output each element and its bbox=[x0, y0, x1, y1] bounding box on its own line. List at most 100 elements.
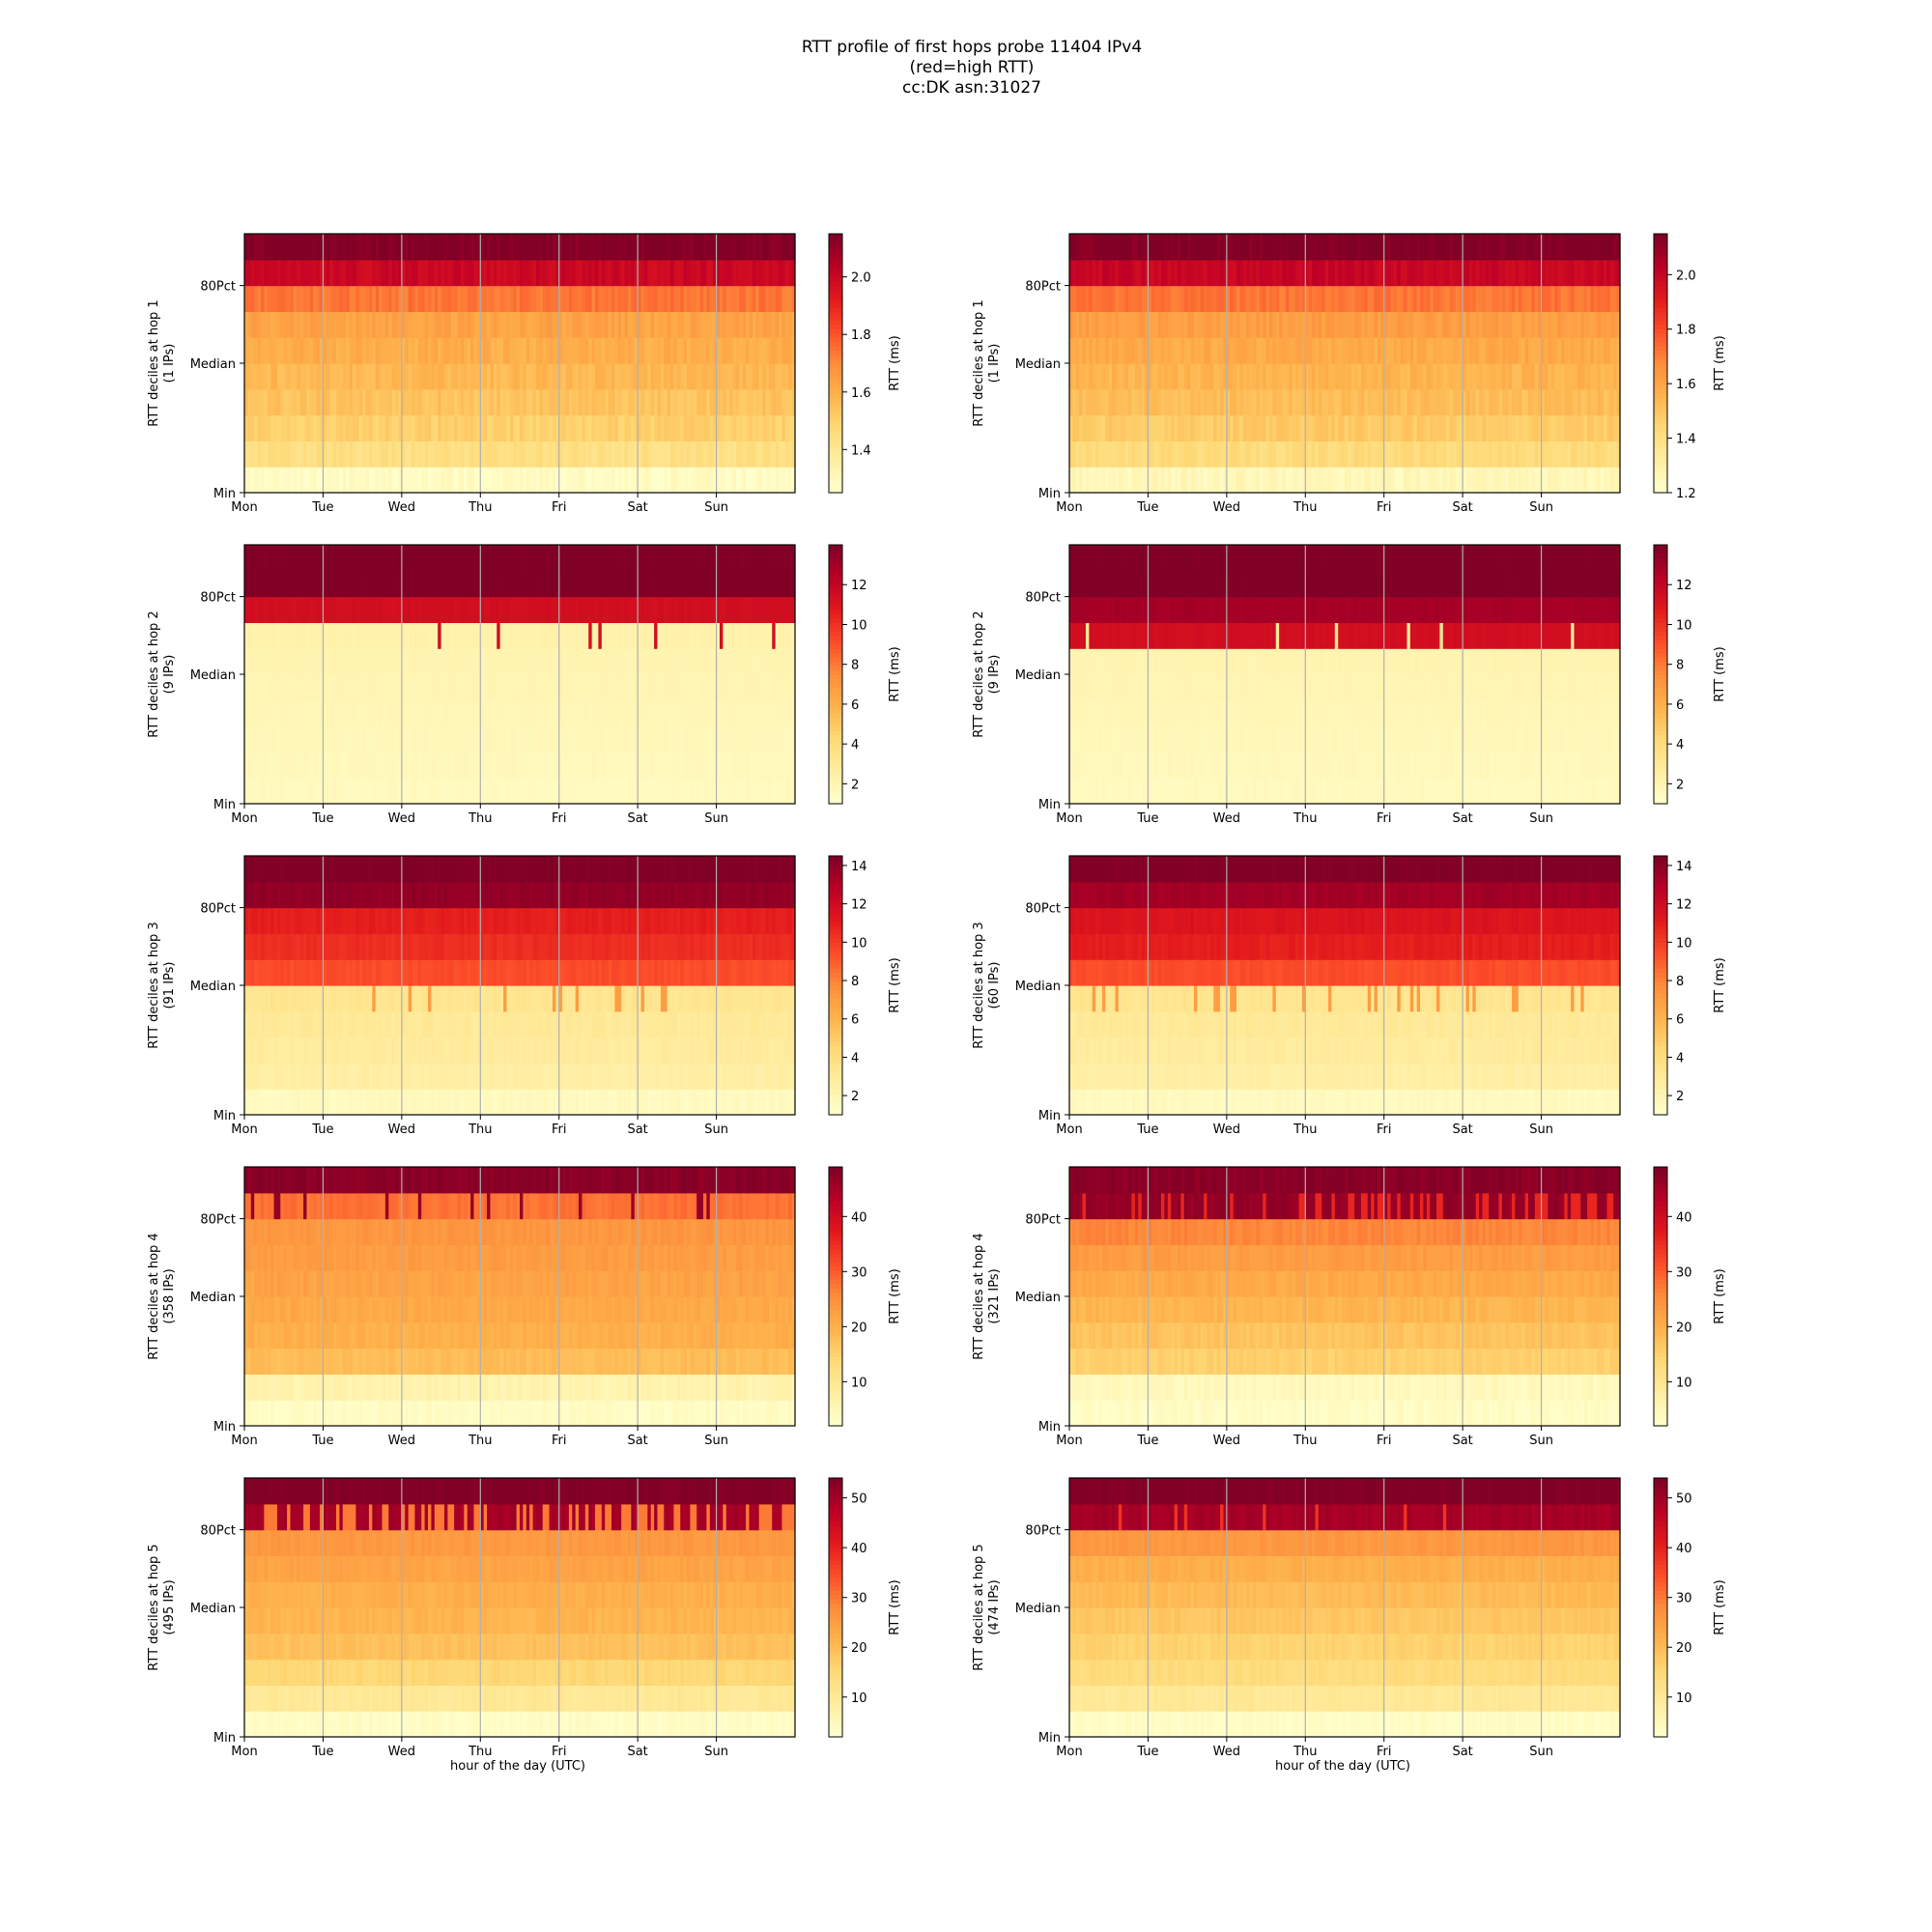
heatmap-cell bbox=[1409, 363, 1414, 390]
heatmap-cell bbox=[584, 234, 589, 261]
heatmap-cell bbox=[1338, 388, 1343, 416]
heatmap-cell bbox=[723, 467, 727, 494]
heatmap-cell bbox=[758, 259, 763, 287]
heatmap-cell bbox=[493, 259, 497, 287]
heatmap-cell bbox=[532, 440, 537, 468]
colorbar-tick-label: 1.6 bbox=[1676, 378, 1696, 392]
heatmap-cell bbox=[1338, 311, 1343, 338]
heatmap-cell bbox=[1334, 259, 1339, 287]
heatmap-cell bbox=[643, 363, 648, 390]
colorbar-segment bbox=[1654, 444, 1667, 450]
heatmap-cell bbox=[438, 388, 442, 416]
heatmap-cell bbox=[1161, 259, 1165, 287]
heatmap-cell bbox=[264, 414, 269, 441]
heatmap-cell bbox=[320, 311, 325, 338]
heatmap-cell bbox=[1069, 311, 1073, 338]
heatmap-cell bbox=[464, 311, 469, 338]
heatmap-cell bbox=[1459, 467, 1463, 494]
heatmap-cell bbox=[414, 337, 419, 364]
heatmap-cell bbox=[703, 337, 707, 364]
colorbar-segment bbox=[829, 328, 842, 334]
heatmap-cell bbox=[562, 467, 567, 494]
heatmap-cell bbox=[1164, 259, 1169, 287]
heatmap-cell bbox=[1324, 337, 1329, 364]
heatmap-cell bbox=[1318, 285, 1322, 312]
heatmap-cell bbox=[1154, 259, 1159, 287]
heatmap-cell bbox=[346, 285, 351, 312]
heatmap-cell bbox=[457, 234, 462, 261]
heatmap-cell bbox=[326, 234, 330, 261]
heatmap-cell bbox=[1246, 467, 1251, 494]
heatmap-cell bbox=[572, 234, 577, 261]
heatmap-cell bbox=[640, 388, 645, 416]
heatmap-cell bbox=[1207, 363, 1211, 390]
heatmap-cell bbox=[523, 311, 527, 338]
colorbar-label: RTT (ms) bbox=[888, 335, 902, 390]
heatmap-cell bbox=[1157, 440, 1162, 468]
heatmap-cell bbox=[1112, 363, 1117, 390]
heatmap-cell bbox=[264, 311, 269, 338]
heatmap-cell bbox=[1318, 259, 1322, 287]
heatmap-cell bbox=[723, 234, 727, 261]
heatmap-cell bbox=[460, 234, 465, 261]
heatmap-cell bbox=[405, 259, 410, 287]
heatmap-cell bbox=[706, 285, 711, 312]
heatmap-cell bbox=[1442, 311, 1447, 338]
heatmap-cell bbox=[316, 363, 321, 390]
heatmap-cell bbox=[1328, 337, 1333, 364]
heatmap-cell bbox=[1433, 285, 1437, 312]
heatmap-cell bbox=[791, 234, 796, 261]
heatmap-cell bbox=[1200, 440, 1205, 468]
heatmap-cell bbox=[605, 259, 610, 287]
heatmap-cell bbox=[1463, 259, 1467, 287]
heatmap-cell bbox=[1105, 440, 1110, 468]
heatmap-cell bbox=[460, 388, 465, 416]
heatmap-cell bbox=[398, 259, 403, 287]
heatmap-cell bbox=[752, 388, 756, 416]
heatmap-cell bbox=[1226, 414, 1231, 441]
heatmap-cell bbox=[591, 388, 596, 416]
heatmap-cell bbox=[408, 414, 412, 441]
heatmap-cell bbox=[417, 285, 422, 312]
heatmap-cell bbox=[1154, 414, 1159, 441]
heatmap-cell bbox=[749, 388, 753, 416]
heatmap-cell bbox=[454, 311, 459, 338]
heatmap-cell bbox=[1459, 363, 1463, 390]
heatmap-cell bbox=[552, 337, 556, 364]
heatmap-cell bbox=[355, 311, 360, 338]
heatmap-cell bbox=[483, 285, 488, 312]
heatmap-cell bbox=[719, 440, 724, 468]
heatmap-cell bbox=[1157, 337, 1162, 364]
heatmap-cell bbox=[1285, 234, 1290, 261]
heatmap-cell bbox=[1236, 311, 1241, 338]
heatmap-cell bbox=[382, 311, 386, 338]
heatmap-cell bbox=[306, 440, 311, 468]
heatmap-cell bbox=[470, 311, 475, 338]
heatmap-cell bbox=[287, 259, 292, 287]
heatmap-cell bbox=[588, 285, 593, 312]
heatmap-cell bbox=[480, 467, 485, 494]
heatmap-cell bbox=[1318, 467, 1322, 494]
heatmap-cell bbox=[621, 363, 626, 390]
heatmap-cell bbox=[447, 440, 452, 468]
heatmap-cell bbox=[1242, 234, 1247, 261]
heatmap-cell bbox=[687, 311, 692, 338]
heatmap-cell bbox=[781, 388, 786, 416]
heatmap-cell bbox=[568, 414, 573, 441]
heatmap-cell bbox=[447, 311, 452, 338]
heatmap-cell bbox=[1246, 388, 1251, 416]
heatmap-cell bbox=[1122, 363, 1126, 390]
heatmap-cell bbox=[497, 467, 501, 494]
heatmap-cell bbox=[1413, 259, 1418, 287]
heatmap-cell bbox=[1230, 337, 1235, 364]
heatmap-cell bbox=[643, 388, 648, 416]
heatmap-cell bbox=[1308, 285, 1313, 312]
heatmap-cell bbox=[1089, 259, 1094, 287]
heatmap-cell bbox=[368, 414, 373, 441]
heatmap-cell bbox=[417, 467, 422, 494]
heatmap-cell bbox=[276, 311, 281, 338]
heatmap-cell bbox=[532, 467, 537, 494]
heatmap-cell bbox=[772, 234, 777, 261]
heatmap-cell bbox=[664, 259, 668, 287]
heatmap-cell bbox=[450, 388, 455, 416]
